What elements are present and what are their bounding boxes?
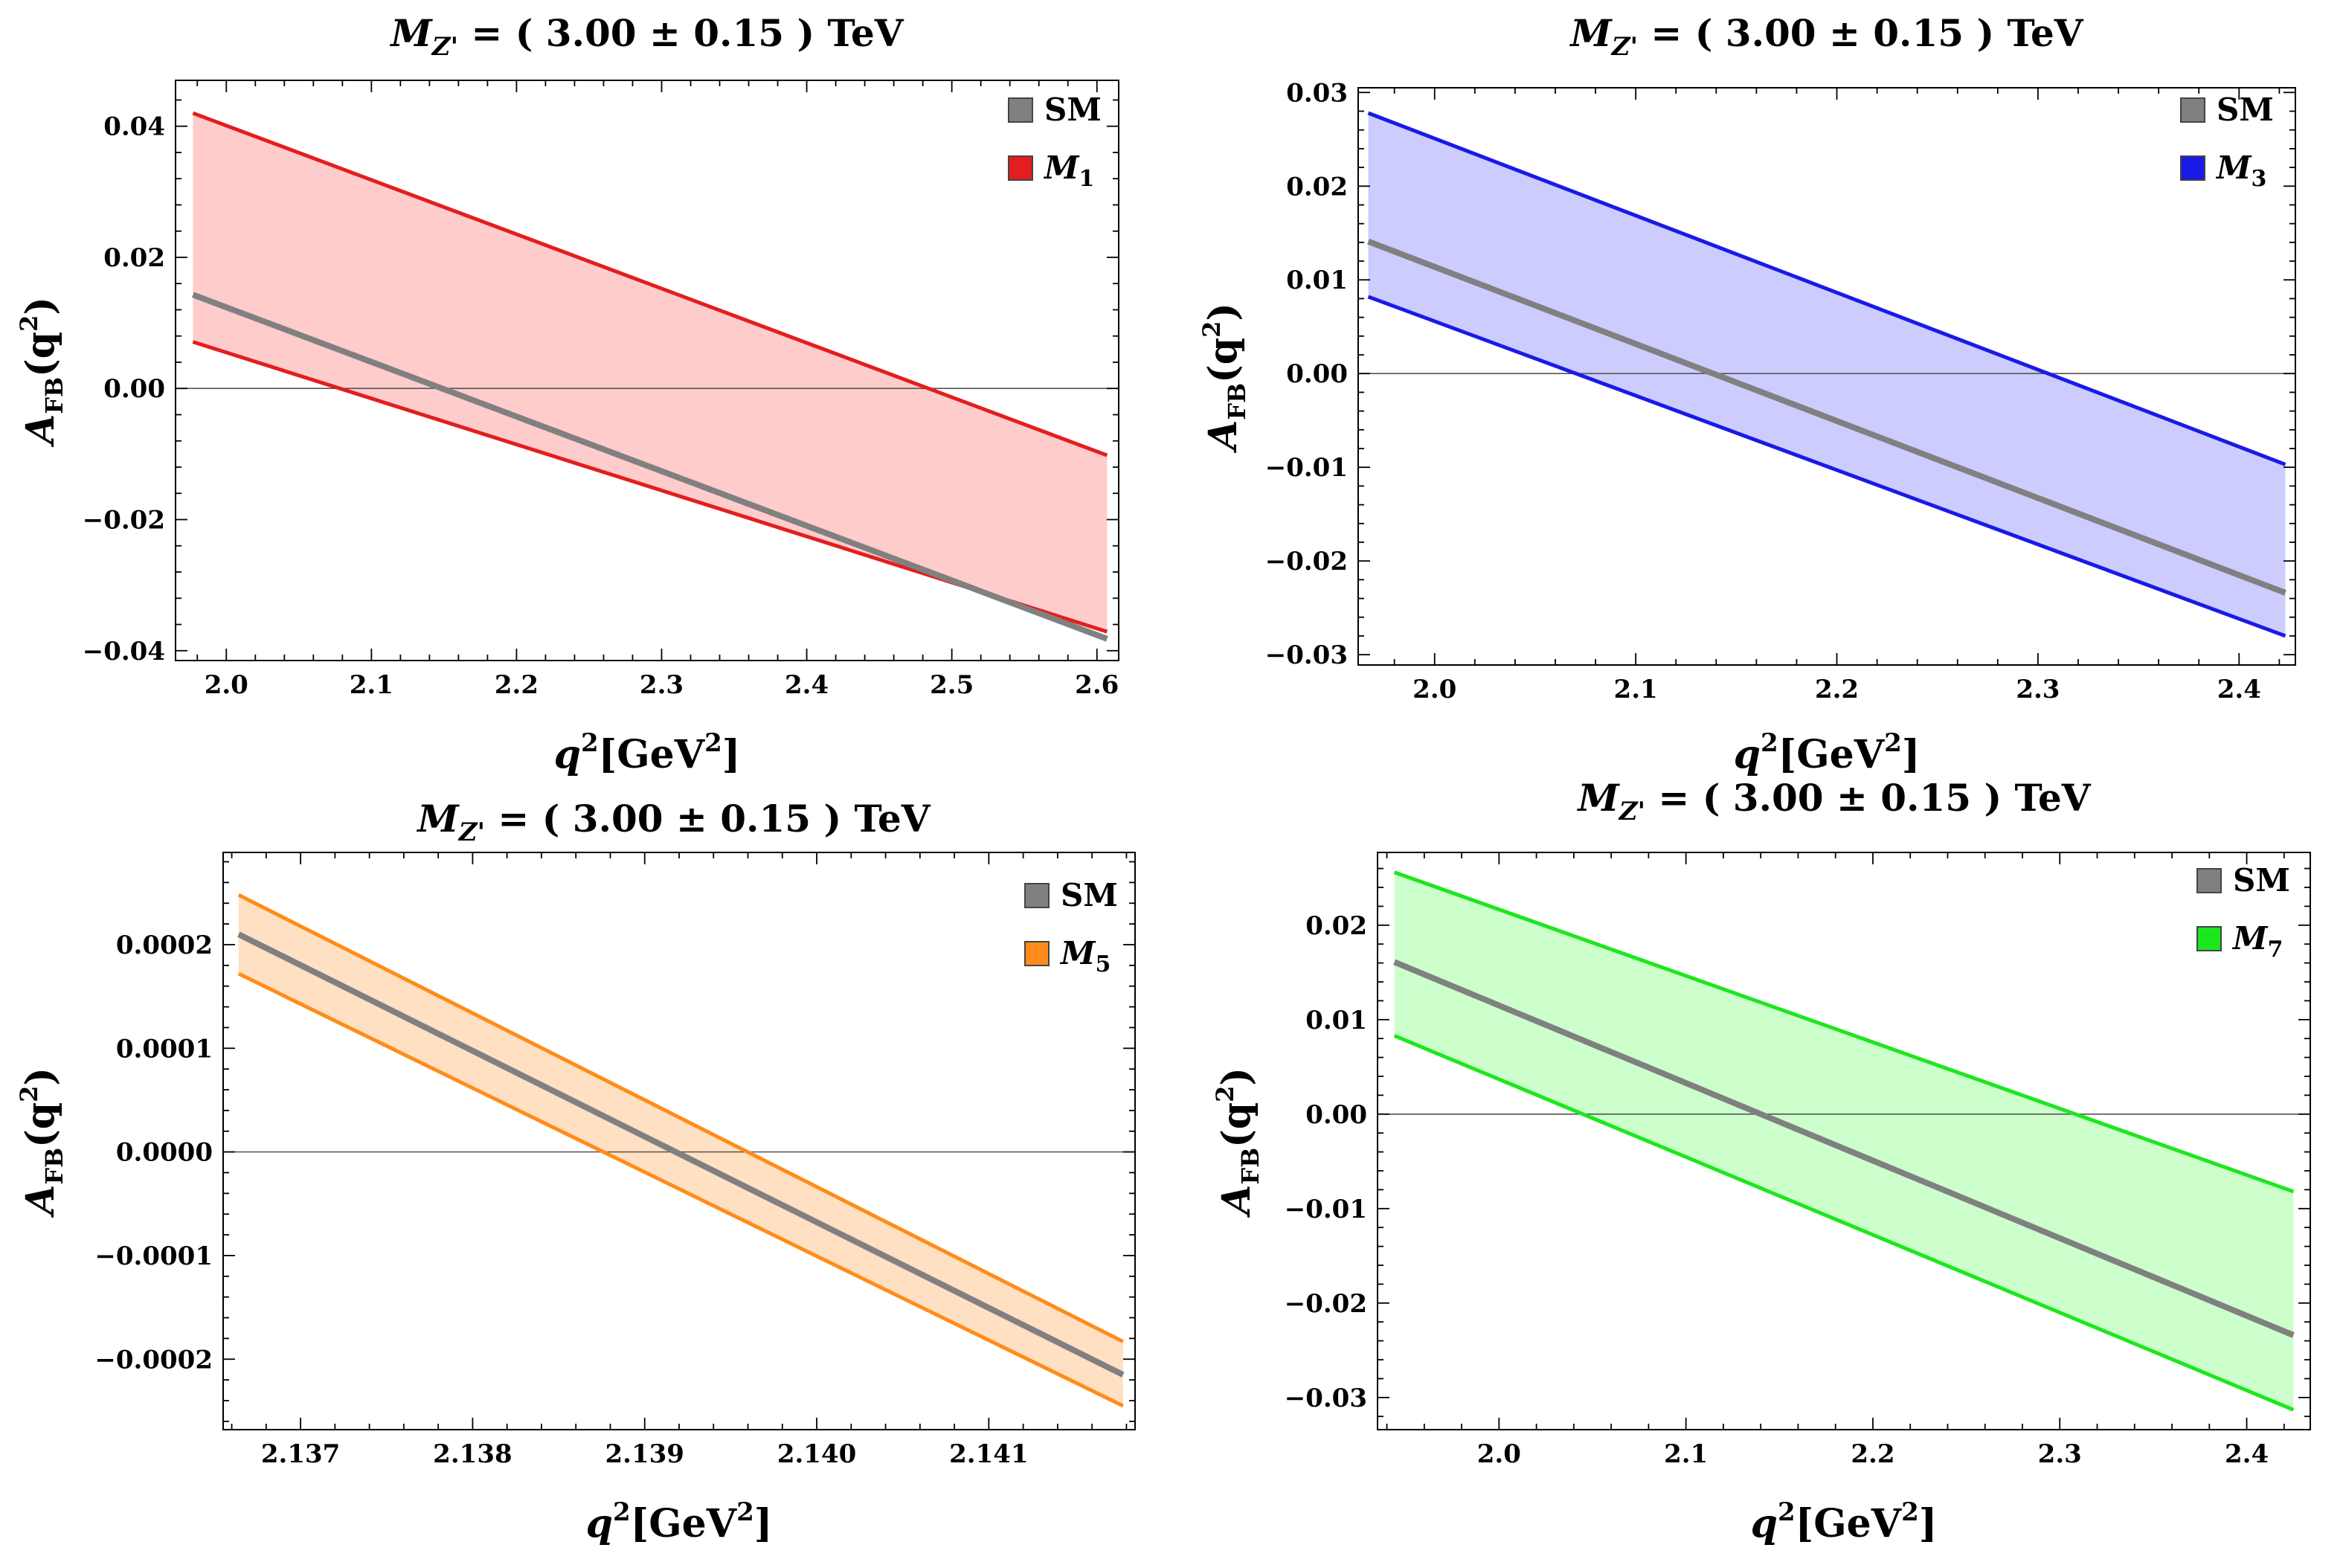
- y-tick-label: 0.00: [1305, 1100, 1367, 1130]
- y-tick-label: −0.0002: [94, 1345, 213, 1375]
- y-tick-label: −0.01: [1265, 453, 1348, 483]
- legend-label: SM: [1061, 877, 1118, 913]
- sm-line: [1393, 959, 2295, 1338]
- legend-swatch: [1024, 883, 1050, 908]
- x-tick-label: 2.2: [1851, 1439, 1894, 1469]
- y-tick-label: −0.02: [1265, 547, 1348, 576]
- x-tick-label: 2.4: [2217, 675, 2261, 704]
- y-tick-label: 0.02: [1305, 911, 1367, 941]
- legend-label: M1: [1043, 150, 1094, 192]
- x-axis-label: q2[GeV2]: [586, 1497, 773, 1546]
- x-tick-label: 2.140: [777, 1439, 856, 1469]
- upper-bound-line: [192, 111, 1108, 457]
- y-tick-label: 0.00: [103, 374, 165, 404]
- legend-label: SM: [2233, 862, 2290, 899]
- y-tick-label: 0.03: [1286, 78, 1348, 108]
- legend-swatch: [2180, 97, 2205, 123]
- x-tick-label: 2.3: [2016, 675, 2060, 704]
- x-tick-label: 2.4: [2225, 1439, 2269, 1469]
- y-tick-label: 0.0001: [116, 1034, 213, 1064]
- chart-panel-1: 2.0 2.1 2.2 2.3 2.4 2.5 2.6 −0.04 −0.02 0.00 0.02 0…: [15, 11, 1119, 777]
- chart-title: MZ' = ( 3.00 ± 0.15 ) TeV: [1569, 11, 2083, 62]
- x-tick-label: 2.6: [1075, 670, 1119, 700]
- y-tick-label: −0.02: [83, 506, 165, 536]
- uncertainty-band: [1394, 872, 2294, 1410]
- y-tick-label: −0.01: [1285, 1195, 1367, 1224]
- uncertainty-band: [1368, 113, 2286, 636]
- y-tick-label: 0.02: [103, 243, 165, 273]
- x-tick-label: 2.3: [2038, 1439, 2082, 1469]
- y-tick-label: −0.04: [83, 637, 165, 666]
- chart-title: MZ' = ( 3.00 ± 0.15 ) TeV: [416, 797, 931, 847]
- x-tick-label: 2.5: [930, 670, 974, 700]
- legend-label: SM: [2217, 91, 2274, 128]
- y-tick-label: 0.0000: [116, 1138, 213, 1168]
- plot-frame: [1357, 87, 2296, 666]
- chart-title: MZ' = ( 3.00 ± 0.15 ) TeV: [389, 11, 904, 62]
- uncertainty-band: [193, 113, 1108, 632]
- y-tick-label: −0.02: [1285, 1289, 1367, 1319]
- y-tick-label: 0.00: [1286, 359, 1348, 389]
- y-tick-label: −0.03: [1285, 1384, 1367, 1413]
- legend-label: M7: [2231, 920, 2283, 963]
- legend-swatch: [2196, 868, 2222, 893]
- x-tick-label: 2.141: [949, 1439, 1028, 1469]
- x-tick-label: 2.1: [1614, 675, 1658, 704]
- upper-bound-line: [1367, 111, 2286, 466]
- legend-swatch: [1024, 941, 1050, 966]
- legend-label: M3: [2215, 150, 2266, 192]
- x-tick-label: 2.139: [605, 1439, 684, 1469]
- y-tick-label: −0.03: [1265, 640, 1348, 670]
- legend-swatch: [1008, 155, 1033, 181]
- y-axis-label: AFB(q2): [1211, 1067, 1264, 1218]
- chart-panel-3: 2.137 2.138 2.139 2.140 2.141 −0.0002 −0.0001 0…: [15, 797, 1136, 1546]
- sm-line: [1367, 238, 2286, 596]
- upper-bound-line: [237, 893, 1124, 1343]
- x-tick-label: 2.4: [785, 670, 829, 700]
- x-tick-label: 2.138: [433, 1439, 512, 1469]
- chart-panel-4: 2.0 2.1 2.2 2.3 2.4 −0.03 −0.02 −0.01 0.00 0.01 0.…: [1211, 776, 2311, 1546]
- y-tick-label: 0.01: [1286, 266, 1348, 295]
- uncertainty-band: [238, 895, 1123, 1406]
- y-tick-label: 0.02: [1286, 172, 1348, 202]
- x-tick-label: 2.2: [1815, 675, 1859, 704]
- chart-panel-2: 2.0 2.1 2.2 2.3 2.4 −0.03 −0.02 −0.01 0.00 0.01 0.…: [1198, 11, 2296, 777]
- x-tick-label: 2.0: [1412, 675, 1456, 704]
- y-axis-label: AFB(q2): [15, 297, 68, 448]
- y-axis-label: AFB(q2): [1198, 303, 1251, 454]
- x-tick-label: 2.137: [261, 1439, 340, 1469]
- y-tick-label: 0.04: [103, 112, 165, 142]
- lower-bound-line: [1393, 1034, 2295, 1412]
- x-tick-label: 2.1: [1664, 1439, 1708, 1469]
- y-axis-label: AFB(q2): [15, 1067, 68, 1218]
- plot-frame: [1377, 852, 2311, 1430]
- y-tick-label: 0.0002: [116, 931, 213, 960]
- x-tick-label: 2.0: [205, 670, 248, 700]
- x-axis-label: q2[GeV2]: [554, 728, 741, 777]
- x-tick-label: 2.0: [1477, 1439, 1521, 1469]
- plot-frame: [175, 80, 1119, 661]
- chart-title: MZ' = ( 3.00 ± 0.15 ) TeV: [1576, 776, 2091, 826]
- legend-swatch: [2180, 155, 2205, 181]
- upper-bound-line: [1393, 870, 2295, 1194]
- x-tick-label: 2.1: [350, 670, 393, 700]
- x-axis-label: q2[GeV2]: [1751, 1497, 1938, 1546]
- lower-bound-line: [237, 971, 1124, 1408]
- legend-label: M5: [1059, 935, 1111, 977]
- y-tick-label: 0.01: [1305, 1006, 1367, 1035]
- x-tick-label: 2.2: [495, 670, 539, 700]
- legend-swatch: [2196, 926, 2222, 951]
- sm-line: [191, 292, 1108, 642]
- y-tick-label: −0.0001: [94, 1241, 213, 1271]
- x-tick-label: 2.3: [640, 670, 684, 700]
- sm-line: [237, 931, 1125, 1378]
- lower-bound-line: [1367, 295, 2286, 638]
- x-axis-label: q2[GeV2]: [1734, 728, 1921, 777]
- legend-swatch: [1008, 97, 1033, 123]
- legend-label: SM: [1044, 91, 1102, 128]
